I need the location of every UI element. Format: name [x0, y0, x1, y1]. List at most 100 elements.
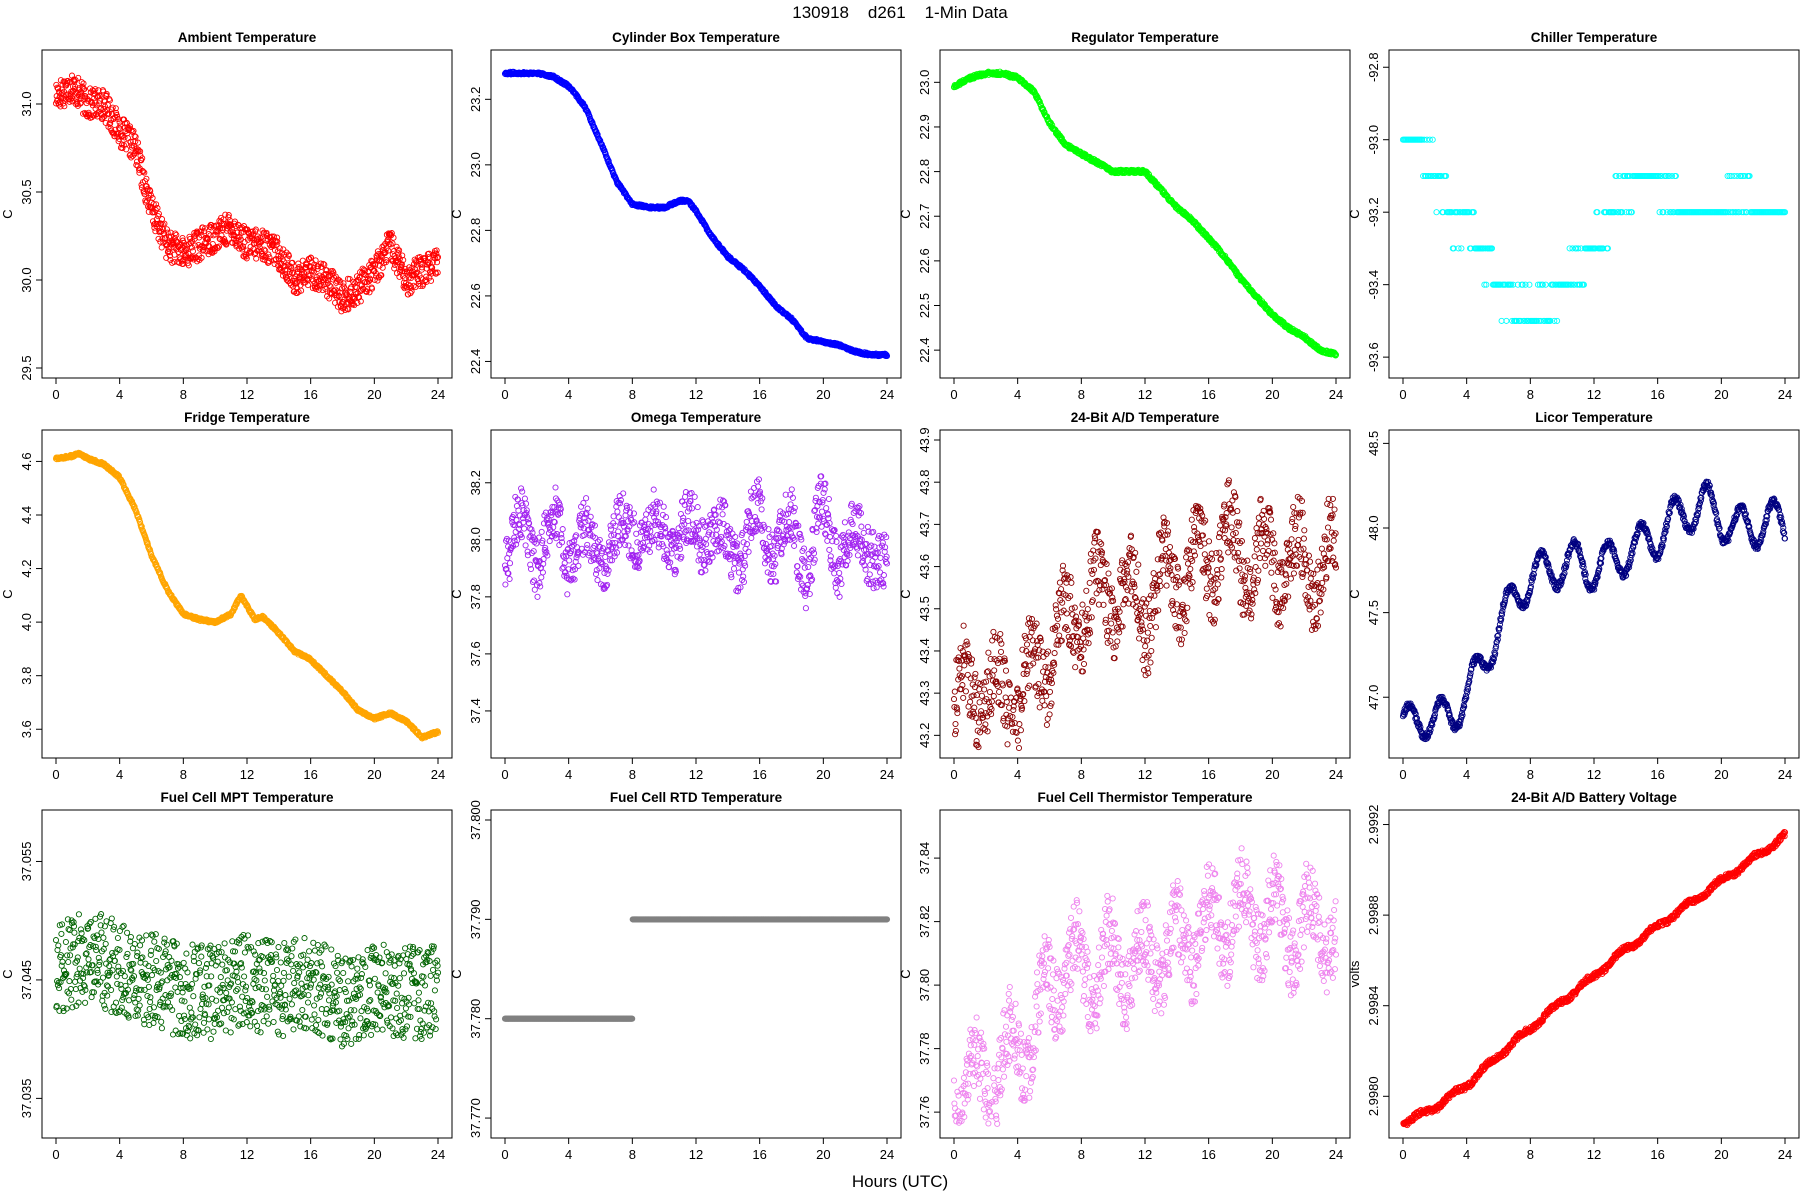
data-point [688, 538, 695, 545]
data-point [608, 532, 615, 539]
data-point [434, 269, 441, 276]
data-point [584, 541, 591, 548]
data-point [1455, 245, 1462, 252]
data-point [672, 568, 679, 575]
y-axis-label: C [898, 209, 913, 218]
data-point [537, 583, 544, 590]
data-point [511, 537, 518, 544]
data-point [1423, 136, 1430, 143]
x-tick-label: 0 [501, 767, 508, 782]
data-point [607, 557, 614, 564]
x-tick-label: 16 [1650, 387, 1664, 402]
data-point [1426, 136, 1433, 143]
data-point [623, 504, 631, 511]
data-point [551, 504, 558, 511]
data-point [607, 526, 614, 533]
y-tick-label: 22.4 [917, 337, 932, 362]
data-point [641, 534, 649, 541]
data-point [667, 559, 674, 566]
data-point [531, 577, 538, 584]
data-point [139, 167, 146, 174]
data-point [1458, 245, 1465, 252]
data-point [597, 137, 604, 144]
data-point [1433, 209, 1440, 216]
x-tick-label: 4 [116, 767, 123, 782]
data-point [1508, 281, 1515, 288]
data-point [664, 550, 671, 557]
data-point [134, 139, 142, 146]
data-point [555, 511, 562, 518]
y-tick-label: 38.0 [468, 527, 483, 552]
data-point [688, 505, 696, 512]
data-point [299, 257, 306, 264]
data-point [351, 295, 358, 302]
data-point [119, 145, 126, 152]
data-point [1503, 317, 1510, 324]
data-point [1481, 281, 1488, 288]
data-point [326, 282, 333, 289]
data-point [136, 516, 143, 523]
data-point [681, 521, 688, 528]
data-point [730, 553, 737, 560]
y-tick-label: 22.8 [917, 159, 932, 184]
data-point [396, 247, 403, 254]
data-point [1594, 209, 1601, 216]
data-point [570, 575, 577, 582]
data-point [1666, 172, 1673, 180]
data-point [578, 545, 585, 552]
x-tick-label: 16 [752, 767, 766, 782]
data-point [582, 518, 589, 525]
data-point [695, 526, 702, 533]
data-point [367, 276, 374, 283]
data-point [235, 221, 242, 228]
data-point [1533, 317, 1541, 324]
data-point [728, 574, 735, 581]
data-point [1428, 172, 1435, 180]
data-point [525, 516, 532, 523]
data-point [337, 279, 344, 286]
y-tick-label: 3.6 [19, 720, 34, 738]
data-point [646, 542, 653, 549]
data-point [617, 497, 624, 504]
data-point [1668, 172, 1676, 180]
data-point [599, 545, 606, 552]
data-point [559, 526, 566, 533]
data-point [404, 284, 411, 291]
data-point [332, 299, 339, 306]
data-point [532, 536, 539, 543]
data-point [534, 593, 541, 600]
data-point [662, 514, 670, 521]
data-point [610, 531, 618, 538]
x-tick-label: 4 [116, 387, 123, 402]
chart-panel: Chiller Temperature C 0 4 8 12 16 20 24 -93.6 -93.… [1347, 30, 1800, 410]
data-point [577, 520, 584, 527]
x-tick-label: 8 [629, 767, 636, 782]
data-point [123, 120, 130, 127]
data-point [1542, 281, 1549, 288]
data-point [378, 272, 385, 279]
y-axis-label: C [449, 589, 464, 598]
data-point [596, 565, 603, 572]
data-point [580, 499, 587, 507]
data-point [243, 255, 250, 262]
data-point [703, 541, 710, 548]
data-point [533, 540, 540, 547]
data-point [646, 548, 653, 556]
data-point [71, 86, 78, 93]
data-point [725, 531, 732, 538]
data-point [145, 208, 152, 215]
data-point [701, 561, 708, 568]
data-point [593, 128, 600, 135]
data-point [155, 213, 162, 220]
data-point [719, 511, 726, 518]
data-point [683, 527, 690, 534]
y-tick-label: 4.4 [19, 506, 34, 524]
data-point [535, 534, 543, 541]
data-point [682, 528, 689, 535]
data-point [630, 510, 637, 517]
data-point [215, 243, 223, 250]
data-point [274, 234, 281, 241]
data-point [651, 537, 658, 544]
